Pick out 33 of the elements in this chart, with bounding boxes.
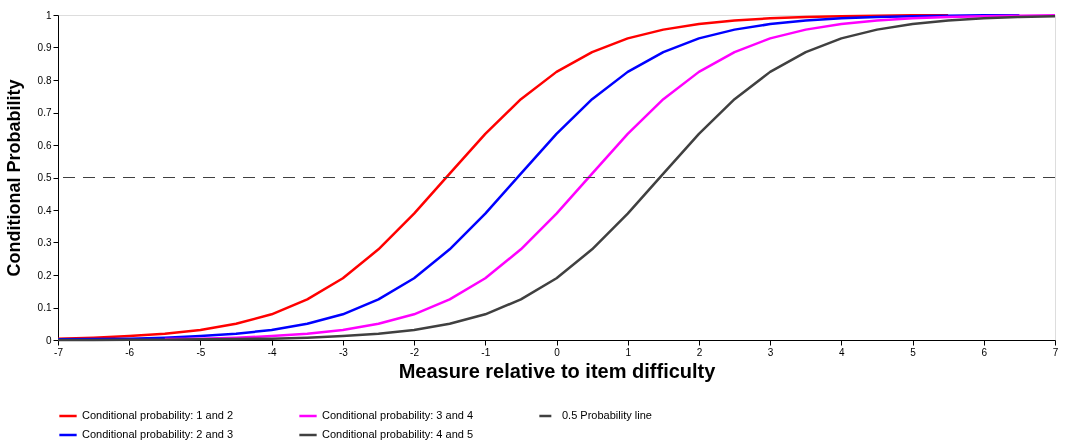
y-tick-label: 0.7 — [37, 107, 52, 118]
legend-label: Conditional probability: 4 and 5 — [322, 428, 474, 440]
y-axis-title: Conditional Probability — [3, 79, 24, 277]
x-tick-label: -6 — [125, 346, 135, 358]
x-tick-label: -1 — [481, 346, 491, 358]
x-tick-label: 6 — [981, 346, 988, 358]
x-tick-label: 5 — [910, 346, 917, 358]
legend-label: Conditional probability: 2 and 3 — [82, 428, 234, 440]
x-tick-label: 0 — [554, 346, 561, 358]
x-tick-label: -5 — [196, 346, 206, 358]
y-tick-label: 0.8 — [37, 74, 52, 86]
x-tick-label: 1 — [625, 346, 632, 358]
legend-label: 0.5 Probability line — [562, 409, 652, 421]
x-tick-label: 4 — [839, 346, 846, 358]
y-tick-label: 0 — [45, 334, 52, 346]
legend-label: Conditional probability: 3 and 4 — [322, 409, 474, 421]
y-tick-label: 1 — [45, 9, 52, 21]
x-tick-label: -7 — [54, 346, 64, 358]
y-tick-label: 0.6 — [37, 139, 52, 151]
y-tick-label: 0.3 — [37, 237, 52, 248]
x-axis-title: Measure relative to item difficulty — [398, 359, 717, 382]
y-tick-label: 0.1 — [37, 302, 52, 313]
y-tick-label: 0.5 — [37, 172, 52, 183]
y-tick-label: 0.2 — [37, 269, 52, 281]
legend-label: Conditional probability: 1 and 2 — [82, 409, 234, 421]
x-tick-label: 3 — [767, 346, 774, 358]
x-tick-label: -4 — [267, 346, 278, 358]
y-tick-label: 0.4 — [37, 204, 52, 216]
x-tick-label: -2 — [410, 346, 420, 358]
x-tick-label: 7 — [1052, 346, 1059, 358]
x-tick-label: -3 — [338, 346, 349, 358]
x-tick-label: 2 — [696, 346, 703, 358]
y-tick-label: 0.9 — [37, 42, 52, 53]
